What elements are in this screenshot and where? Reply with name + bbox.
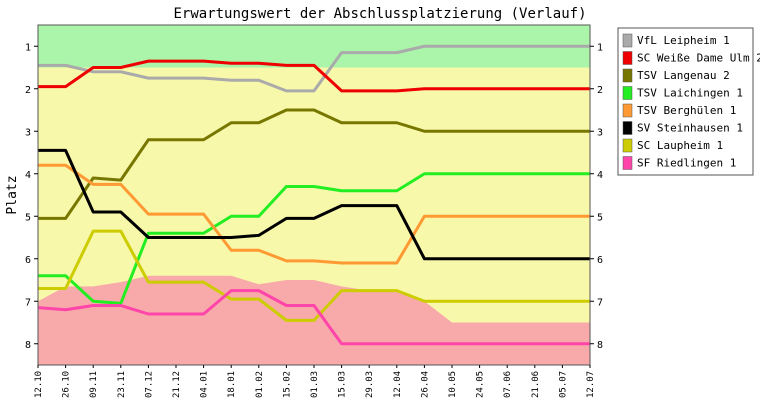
series-line bbox=[37, 289, 590, 346]
y-axis-right: 1 2 3 4 5 6 7 8 bbox=[590, 42, 603, 351]
y-tick-label-right: 2 bbox=[597, 85, 603, 96]
legend-entry: TSV Langenau 2 bbox=[637, 69, 730, 82]
y-tick-label-left: 5 bbox=[25, 212, 31, 223]
x-tick-label: 04.01 bbox=[200, 371, 210, 398]
y-tick-label-right: 1 bbox=[597, 42, 603, 53]
y-tick-label-right: 3 bbox=[597, 127, 603, 138]
x-tick-label: 09.11 bbox=[89, 371, 99, 398]
legend-entry: VfL Leipheim 1 bbox=[637, 34, 730, 47]
x-tick-label: 07.06 bbox=[503, 371, 513, 398]
legend-swatch bbox=[622, 51, 633, 65]
y-tick-label-left: 3 bbox=[25, 127, 31, 138]
x-tick-label: 29.03 bbox=[365, 371, 375, 398]
series-line bbox=[38, 108, 590, 220]
legend-entry: SV Steinhausen 1 bbox=[637, 122, 743, 135]
y-tick-label-right: 8 bbox=[597, 340, 603, 351]
legend-swatch bbox=[622, 103, 633, 118]
y-tick-label-left: 6 bbox=[25, 255, 31, 266]
x-tick-label: 10.05 bbox=[448, 371, 458, 398]
legend-entry: TSV Berghülen 1 bbox=[637, 104, 736, 117]
legend-entry: TSV Laichingen 1 bbox=[637, 87, 743, 100]
series-lines bbox=[37, 44, 590, 346]
legend-swatch bbox=[622, 121, 633, 135]
y-tick-label-right: 7 bbox=[597, 297, 603, 308]
x-tick-label: 07.12 bbox=[144, 371, 154, 398]
legend-swatch bbox=[622, 138, 633, 153]
legend-swatch bbox=[622, 86, 633, 100]
x-tick-label: 26.04 bbox=[420, 371, 430, 398]
band-promotion bbox=[38, 25, 590, 68]
x-tick-label: 01.03 bbox=[310, 371, 320, 398]
x-tick-label: 01.02 bbox=[255, 371, 265, 398]
x-tick-label: 18.01 bbox=[227, 371, 237, 398]
series-line bbox=[38, 148, 590, 261]
series-line bbox=[38, 229, 590, 322]
x-tick-label: 15.03 bbox=[338, 371, 348, 398]
series-line bbox=[38, 59, 590, 93]
y-tick-label-right: 6 bbox=[597, 255, 603, 266]
y-tick-label-right: 5 bbox=[597, 212, 603, 223]
y-tick-label-left: 7 bbox=[25, 297, 31, 308]
y-tick-label-right: 4 bbox=[597, 170, 603, 181]
x-tick-label: 15.02 bbox=[282, 371, 292, 398]
y-tick-label-left: 2 bbox=[25, 85, 31, 96]
legend-swatch bbox=[622, 68, 633, 83]
x-tick-label: 12.07 bbox=[586, 371, 596, 398]
legend-entry: SC Laupheim 1 bbox=[637, 139, 723, 152]
x-tick-label: 21.06 bbox=[531, 371, 541, 398]
y-axis-label: Platz bbox=[5, 175, 20, 214]
x-tick-label: 24.05 bbox=[476, 371, 486, 398]
legend-box bbox=[617, 27, 754, 176]
legend-swatch bbox=[622, 33, 633, 48]
series-line bbox=[38, 172, 590, 305]
x-tick-label: 05.07 bbox=[558, 371, 568, 398]
legend-entry: SF Riedlingen 1 bbox=[637, 157, 736, 170]
x-tick-label: 12.10 bbox=[34, 371, 44, 398]
series-line bbox=[38, 163, 590, 265]
legend: VfL Leipheim 1 SC Weiße Dame Ulm 2 TSV Lan… bbox=[617, 27, 760, 176]
x-tick-label: 23.11 bbox=[117, 371, 127, 398]
x-tick-label: 26.10 bbox=[62, 371, 72, 398]
chart-title: Erwartungswert der Abschlussplatzierung … bbox=[173, 6, 586, 22]
x-tick-label: 21.12 bbox=[172, 371, 182, 398]
y-tick-label-left: 1 bbox=[25, 42, 31, 53]
x-tick-label: 12.04 bbox=[393, 371, 403, 398]
legend-swatch bbox=[622, 156, 633, 170]
y-tick-label-left: 8 bbox=[25, 340, 31, 351]
background-bands bbox=[38, 25, 590, 365]
series-line bbox=[38, 44, 590, 93]
y-tick-label-left: 4 bbox=[25, 170, 31, 181]
y-axis-left: 1 2 3 4 5 6 7 8 bbox=[25, 42, 38, 351]
legend-entry: SC Weiße Dame Ulm 2 bbox=[637, 52, 760, 65]
x-axis: 12.10 26.10 09.11 23.11 07.12 21.12 04.01 18.01… bbox=[34, 365, 596, 398]
